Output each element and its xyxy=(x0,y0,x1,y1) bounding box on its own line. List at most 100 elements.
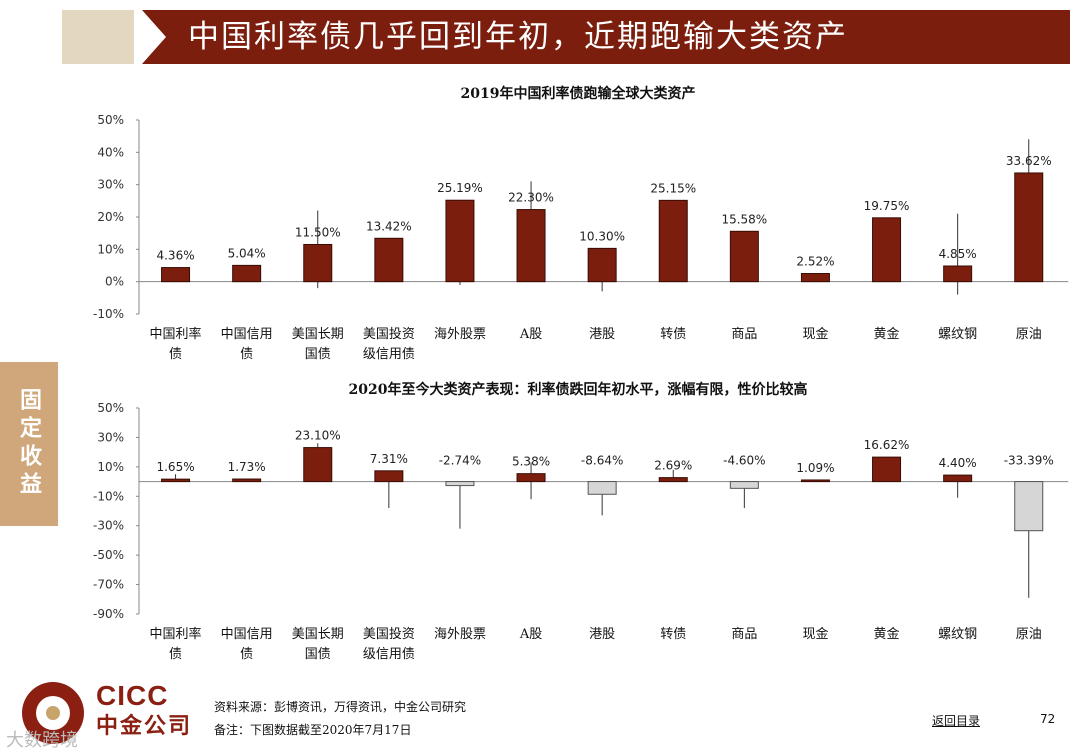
chart1-y-tick-label: 30% xyxy=(97,178,124,192)
chart1-y-tick-label: -10% xyxy=(93,307,124,321)
chart2-category-label: 原油 xyxy=(1016,627,1042,642)
chart2-category-label: 中国信用 xyxy=(221,627,273,642)
title-banner xyxy=(142,10,1070,64)
chart1-category-label: A股 xyxy=(519,327,542,342)
chart1-bar xyxy=(232,264,262,283)
chart1-data-label: 5.04% xyxy=(228,246,266,260)
chart1-data-label: 2.52% xyxy=(796,255,834,269)
logo-text-cn: 中金公司 xyxy=(96,713,193,739)
chart2-data-label: 2.69% xyxy=(654,459,692,473)
chart2-bar xyxy=(872,456,902,483)
chart1-data-label: 25.15% xyxy=(650,181,696,195)
chart1-data-label: 10.30% xyxy=(579,229,625,243)
chart1-data-label: 15.58% xyxy=(721,212,767,226)
chart2-bar xyxy=(800,479,830,483)
chart2-category-label: 黄金 xyxy=(874,626,900,642)
chart2-bar xyxy=(658,477,688,483)
chart2-bar xyxy=(943,474,973,483)
chart2-y-tick-label: 50% xyxy=(97,401,124,415)
chart1-category-label: 美国长期 xyxy=(292,327,344,342)
chart1-category-label-line2: 级信用债 xyxy=(363,347,415,362)
chart2-data-label: 7.31% xyxy=(370,452,408,466)
chart1-bar xyxy=(161,267,191,283)
banner-accent-block xyxy=(62,10,134,64)
chart2-category-label-line2: 债 xyxy=(240,647,253,662)
chart2-data-label: 4.40% xyxy=(939,456,977,470)
section-tab xyxy=(0,362,58,526)
chart2-bar xyxy=(303,447,333,483)
chart1-data-label: 22.30% xyxy=(508,191,554,205)
watermark-text: 大数跨境 xyxy=(6,730,78,751)
chart2-category-label: 美国投资 xyxy=(363,626,415,642)
chart1-category-label: 港股 xyxy=(589,327,615,342)
chart2-bar xyxy=(516,473,546,483)
chart1-y-tick-label: 40% xyxy=(97,145,124,159)
chart2-bar xyxy=(445,481,475,487)
chart2-title: 2020年至今大类资产表现：利率债跌回年初水平，涨幅有限，性价比较高 xyxy=(349,381,808,398)
chart2-bar xyxy=(1014,481,1044,532)
chart1-category-label: 美国投资 xyxy=(363,326,415,342)
page-title: 中国利率债几乎回到年初，近期跑输大类资产 xyxy=(188,19,848,55)
chart2-bar xyxy=(161,478,191,483)
chart2-bar xyxy=(374,470,404,483)
chart1-bar xyxy=(872,217,902,283)
chart1-category-label-line2: 国债 xyxy=(305,347,331,362)
chart2-y-tick-label: 30% xyxy=(97,430,124,444)
section-tab-label: 固定收益 xyxy=(16,388,42,500)
chart2-y-tick-label: 10% xyxy=(97,460,124,474)
chart1-y-tick-label: 50% xyxy=(97,113,124,127)
chart1-data-label: 4.36% xyxy=(156,249,194,263)
chart2-data-label: -8.64% xyxy=(581,454,623,468)
chart2-category-label: 海外股票 xyxy=(434,627,486,642)
chart1-category-label: 商品 xyxy=(731,327,757,342)
chart2-y-tick-label: -30% xyxy=(93,519,124,533)
chart2-data-label: 23.10% xyxy=(295,429,341,443)
chart1-title: 2019年中国利率债跑输全球大类资产 xyxy=(461,85,696,102)
chart2-category-label: 螺纹钢 xyxy=(938,627,977,642)
chart1-bar xyxy=(516,209,546,283)
chart1-bar xyxy=(1014,172,1044,283)
chart1-category-label: 螺纹钢 xyxy=(938,327,977,342)
chart1-category-label: 中国利率 xyxy=(150,326,202,342)
date-note: 备注：下图数据截至2020年7月17日 xyxy=(214,723,412,737)
chart1-category-label: 原油 xyxy=(1016,327,1042,342)
chart2-data-label: -33.39% xyxy=(1004,454,1054,468)
chart2-bar xyxy=(729,481,759,489)
chart1-category-label: 中国信用 xyxy=(221,327,273,342)
chart1-category-label: 黄金 xyxy=(874,326,900,342)
chart2-category-label: 港股 xyxy=(589,627,615,642)
chart2-category-label: 美国长期 xyxy=(292,627,344,642)
chart2-category-label-line2: 债 xyxy=(169,647,182,662)
logo-text-en: CICC xyxy=(96,680,169,711)
chart2-category-label: 转债 xyxy=(660,627,686,642)
chart2-category-label: 现金 xyxy=(802,626,828,642)
chart1-bar xyxy=(658,199,688,283)
chart2-data-label: 5.38% xyxy=(512,455,550,469)
back-to-contents-link[interactable]: 返回目录 xyxy=(932,714,981,728)
chart1-y-tick-label: 0% xyxy=(105,275,124,289)
chart2-category-label: 中国利率 xyxy=(150,626,202,642)
chart1-category-label: 现金 xyxy=(802,326,828,342)
chart2-y-tick-label: -50% xyxy=(93,548,124,562)
chart2-y-tick-label: -70% xyxy=(93,578,124,592)
chart2-data-label: -2.74% xyxy=(439,454,481,468)
chart1-bar xyxy=(800,273,830,283)
chart1-bar xyxy=(587,247,617,283)
chart1-data-label: 11.50% xyxy=(295,225,341,239)
chart2-data-label: 16.62% xyxy=(864,438,910,452)
chart1-bar xyxy=(303,243,333,283)
chart2-data-label: -4.60% xyxy=(723,454,765,468)
chart2-category-label-line2: 级信用债 xyxy=(363,647,415,662)
chart2-category-label: A股 xyxy=(519,627,542,642)
chart2-data-label: 1.65% xyxy=(156,460,194,474)
chart1-data-label: 33.62% xyxy=(1006,154,1052,168)
chart1-category-label: 转债 xyxy=(660,327,686,342)
chart2-category-label-line2: 国债 xyxy=(305,647,331,662)
chart1-bar xyxy=(445,199,475,283)
page-number: 72 xyxy=(1040,712,1056,726)
chart2-data-label: 1.73% xyxy=(228,460,266,474)
chart1-data-label: 25.19% xyxy=(437,181,483,195)
chart1-y-tick-label: 10% xyxy=(97,242,124,256)
chart2-y-tick-label: -10% xyxy=(93,489,124,503)
